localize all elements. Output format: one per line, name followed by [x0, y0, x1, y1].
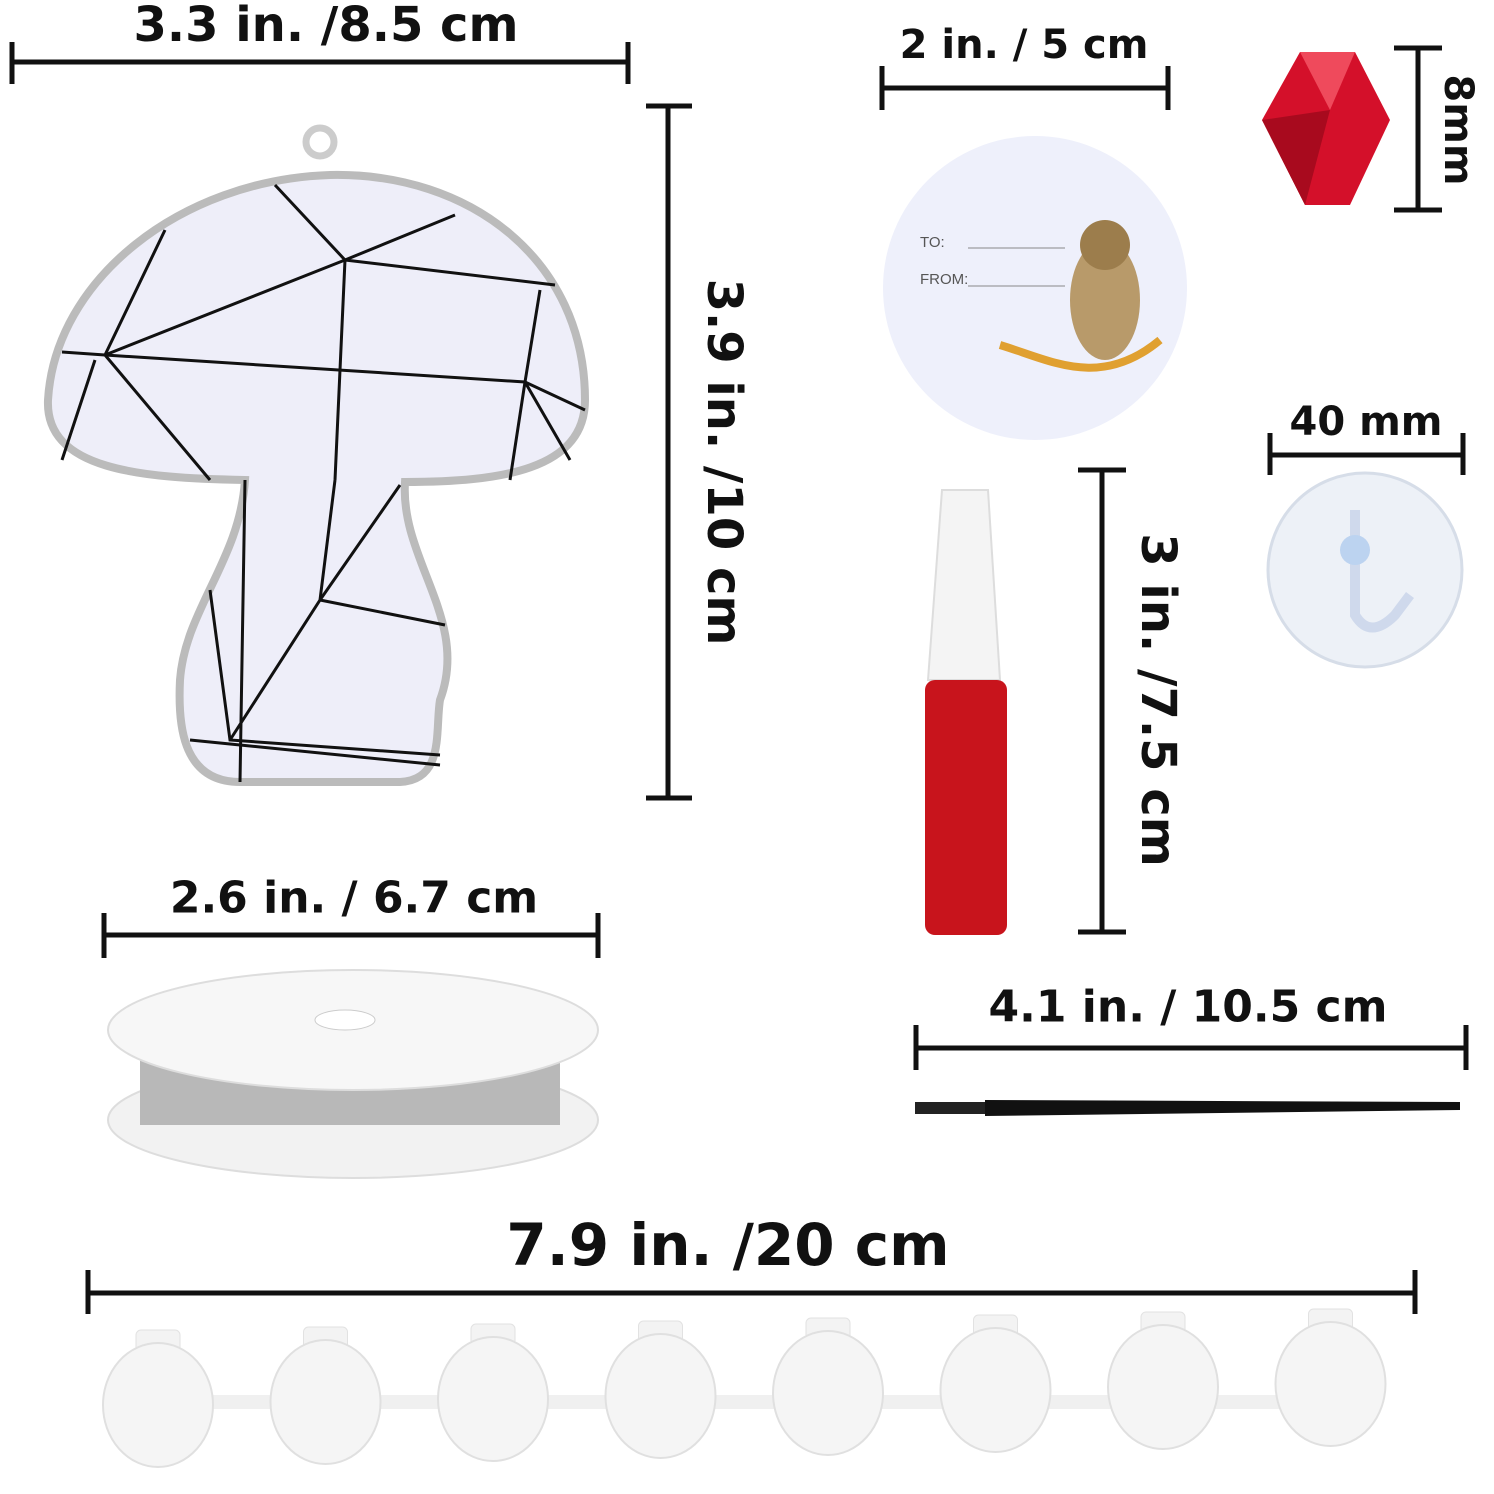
paint-pot — [269, 1339, 382, 1465]
mushroom-width-label: 3.3 in. /8.5 cm — [133, 0, 519, 53]
paint-pot-strip — [102, 1308, 1387, 1468]
dimension-lines — [9, 42, 1469, 1314]
hook-width-line — [1267, 433, 1466, 475]
spool-width-line — [101, 913, 601, 958]
paint-bottle — [925, 489, 1007, 935]
bead-size-line — [1394, 45, 1442, 213]
paint-pot — [772, 1330, 884, 1456]
paint-pot — [1274, 1321, 1387, 1447]
paint-pot — [437, 1336, 549, 1462]
spool-width-label: 2.6 in. / 6.7 cm — [169, 872, 539, 924]
brush-length-label: 4.1 in. / 10.5 cm — [988, 981, 1388, 1033]
wire-spool — [107, 969, 599, 1179]
brush-length-line — [913, 1025, 1469, 1070]
paint-pot — [1107, 1324, 1219, 1450]
suction-cup-hook — [1266, 471, 1464, 669]
red-bead — [1262, 52, 1390, 205]
paint-pot — [939, 1327, 1052, 1453]
paint-pot — [604, 1333, 717, 1459]
mushroom-height-label: 3.9 in. /10 cm — [696, 278, 752, 646]
hook-width-label: 40 mm — [1289, 399, 1443, 445]
tag-to-label: TO: — [920, 234, 945, 251]
owl-icon — [1070, 240, 1140, 360]
tag-from-label: FROM: — [920, 271, 969, 288]
paint-strip-label: 7.9 in. /20 cm — [506, 1211, 950, 1279]
mushroom-suncatcher — [43, 124, 590, 786]
bead-size-label: 8mm — [1435, 74, 1481, 186]
mushroom-width-line — [9, 42, 631, 84]
paint-height-line — [1078, 467, 1126, 935]
paint-brush — [915, 1100, 1460, 1116]
mushroom-height-line — [646, 103, 692, 801]
paint-strip-line — [85, 1270, 1418, 1314]
tag-width-label: 2 in. / 5 cm — [899, 22, 1149, 68]
tag-width-line — [879, 66, 1171, 110]
paint-pot — [102, 1342, 214, 1468]
gift-tag — [883, 136, 1187, 440]
paint-height-label: 3 in. /7.5 cm — [1130, 533, 1186, 867]
